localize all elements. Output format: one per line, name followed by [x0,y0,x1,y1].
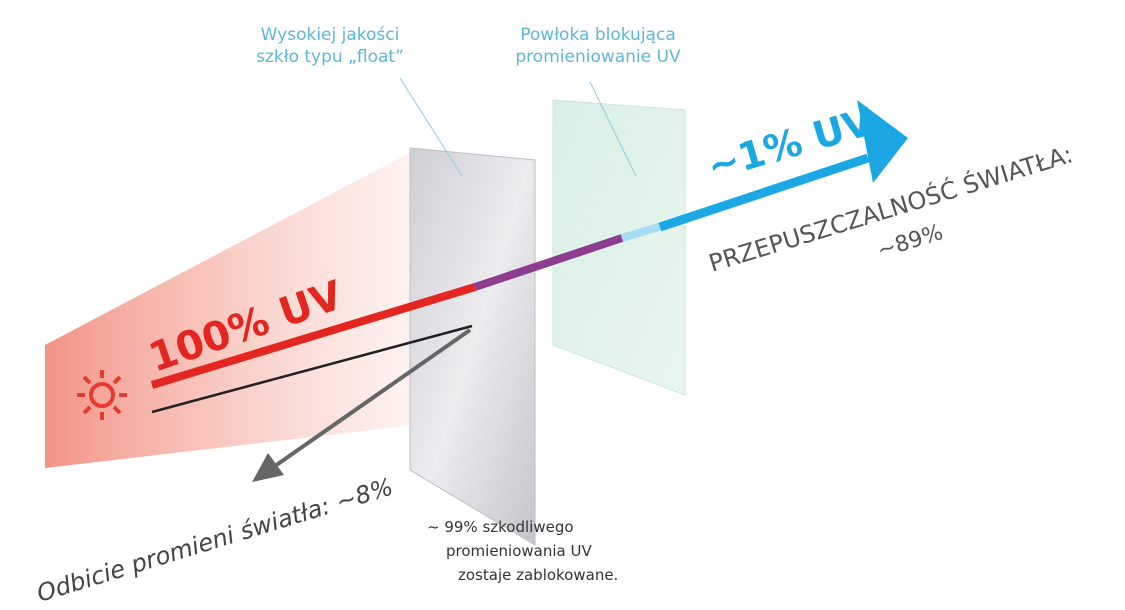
reflection-label: Odbicie promieni światła: ~8% [34,473,397,608]
uv-coating-label: Powłoka blokująca [520,25,675,45]
reflection-arrowhead [252,453,284,482]
float-glass-label: Wysokiej jakości [261,25,400,45]
diagram: Wysokiej jakości szkło typu „float” Powł… [0,0,1125,610]
uv-coating-pane [553,100,685,395]
uv-coating-label: promieniowanie UV [515,47,681,67]
transmission-value: ~89% [874,220,946,264]
blocked-label: ~ 99% szkodliwego [427,518,574,536]
uv-out-label: ~1% UV [702,99,878,188]
float-glass-pane [410,148,535,545]
blocked-label: promieniowania UV [446,542,592,560]
blocked-label: zostaje zablokowane. [458,566,618,584]
float-glass-label: szkło typu „float” [256,47,404,67]
